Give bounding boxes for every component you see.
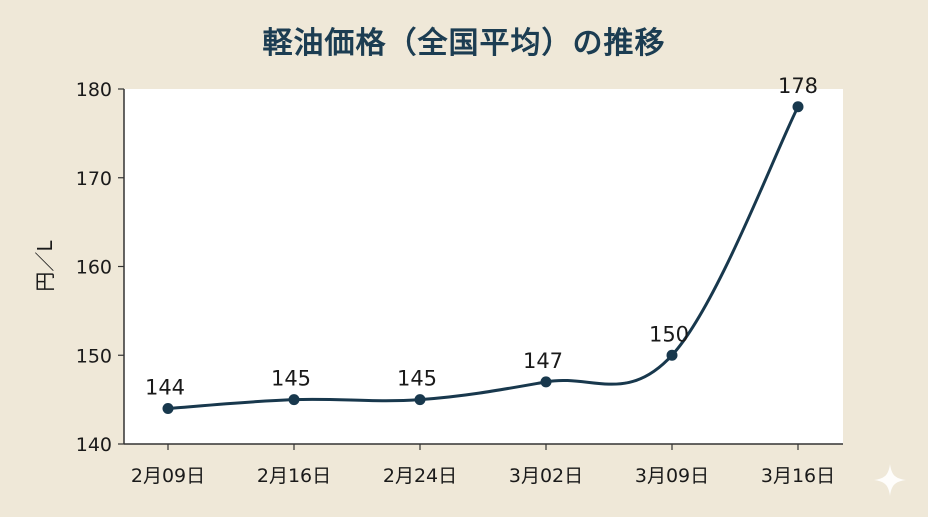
data-point: [162, 403, 174, 414]
data-label: 145: [397, 367, 437, 391]
x-tick-label: 3月02日: [509, 465, 583, 487]
x-axis-ticks: 2月09日 2月16日 2月24日 3月02日 3月09日 3月16日: [131, 444, 835, 487]
x-tick-label: 2月24日: [383, 465, 457, 487]
x-tick-label: 2月16日: [257, 465, 331, 487]
data-label: 178: [778, 74, 818, 98]
data-point: [792, 101, 804, 113]
data-point: [288, 394, 300, 406]
data-point: [540, 376, 552, 388]
data-label: 147: [523, 349, 563, 373]
data-labels: 144 145 145 147 150 178: [145, 74, 818, 400]
y-tick-label: 170: [76, 168, 112, 190]
x-tick-label: 2月09日: [131, 465, 205, 487]
chart-title: 軽油価格（全国平均）の推移: [262, 26, 666, 61]
x-tick-label: 3月09日: [635, 465, 709, 487]
y-tick-label: 180: [76, 79, 112, 101]
data-label: 145: [271, 367, 311, 391]
data-point: [666, 349, 678, 361]
y-axis-title: 円／L: [33, 240, 57, 292]
y-tick-label: 150: [76, 345, 112, 367]
y-tick-label: 140: [76, 434, 112, 456]
data-point: [414, 394, 426, 406]
y-tick-label: 160: [76, 257, 112, 279]
series-group: [162, 101, 804, 414]
y-axis-ticks: 140 150 160 170 180: [76, 79, 124, 456]
data-label: 144: [145, 376, 185, 400]
plot-area: [124, 89, 843, 444]
x-tick-label: 3月16日: [761, 465, 835, 487]
data-label: 150: [649, 322, 689, 346]
sparkle-icon: [874, 464, 906, 496]
